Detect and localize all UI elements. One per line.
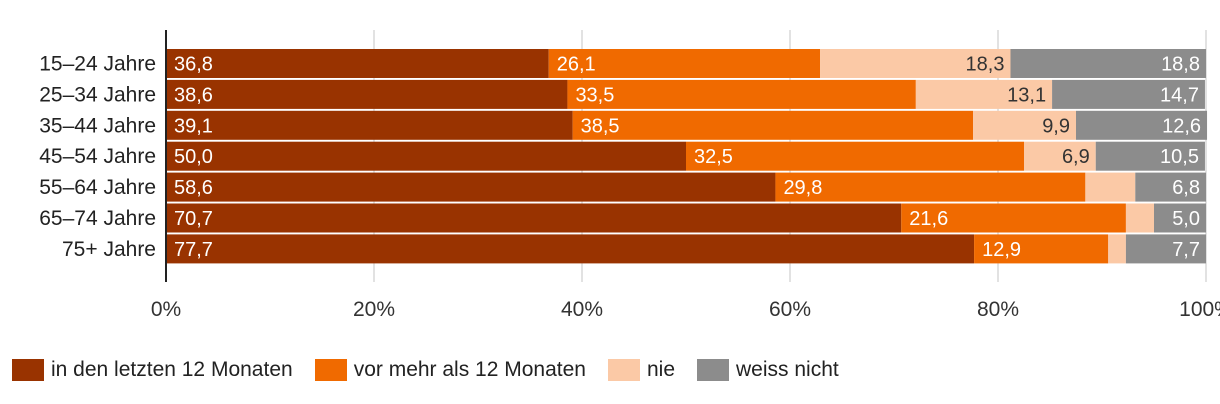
legend-label: vor mehr als 12 Monaten (353, 358, 586, 381)
bar-segment (915, 79, 1053, 109)
data-label: 10,5 (1160, 146, 1199, 168)
x-tick-labels: 0% 20% 40% 60% 80% 100% (151, 298, 1220, 321)
bar-segment (820, 49, 1011, 78)
category-label: 45–54 Jahre (39, 145, 156, 168)
x-tick-label: 100% (1179, 298, 1220, 321)
data-label: 6,8 (1172, 177, 1200, 199)
bar-segment (775, 172, 1086, 202)
bar-segment (166, 49, 549, 78)
bar-segment (1095, 141, 1205, 171)
data-label: 9,9 (1042, 115, 1070, 137)
row-65-74: 70,7 21,6 5,0 (166, 203, 1206, 233)
data-label: 5,0 (1172, 208, 1200, 230)
stacked-bar-chart: 36,8 26,1 18,3 18,8 38,6 33,5 13,1 14,7 39,1 38,5… (39, 30, 1220, 321)
data-label: 36,8 (174, 54, 213, 76)
data-label: 58,6 (174, 177, 213, 199)
data-label: 32,5 (694, 146, 733, 168)
data-label: 6,9 (1062, 146, 1090, 168)
data-label: 50,0 (174, 146, 213, 168)
bar-segment (1052, 79, 1205, 109)
legend-swatch (697, 359, 730, 381)
category-label: 55–64 Jahre (39, 176, 156, 199)
data-label: 12,6 (1162, 115, 1201, 137)
bar-segment (901, 203, 1126, 233)
data-label: 14,7 (1160, 84, 1199, 106)
x-tick-label: 80% (977, 298, 1019, 321)
bar-segment (974, 234, 1109, 264)
data-label: 38,5 (581, 115, 620, 137)
row-45-54: 50,0 32,5 6,9 10,5 (166, 141, 1205, 171)
bar-segment (567, 79, 916, 109)
row-35-44: 39,1 38,5 9,9 12,6 (166, 110, 1208, 140)
bars: 36,8 26,1 18,3 18,8 38,6 33,5 13,1 14,7 39,1 38,5… (166, 49, 1208, 264)
data-label: 33,5 (575, 84, 614, 106)
bar-segment (1135, 172, 1206, 202)
bar-segment (1108, 234, 1126, 264)
legend-item-dontknow: weiss nicht (697, 358, 839, 382)
bar-segment (166, 141, 686, 171)
bar-segment (686, 141, 1024, 171)
legend-label: in den letzten 12 Monaten (51, 358, 293, 381)
legend-item-recent: in den letzten 12 Monaten (12, 358, 293, 382)
category-label: 25–34 Jahre (39, 83, 156, 106)
bar-segment (1125, 203, 1154, 233)
bar-segment (1125, 234, 1206, 264)
row-25-34: 38,6 33,5 13,1 14,7 (166, 79, 1205, 109)
legend-swatch (607, 359, 640, 381)
data-label: 39,1 (174, 115, 213, 137)
data-label: 70,7 (174, 208, 213, 230)
bar-segment (166, 172, 776, 202)
data-label: 7,7 (1172, 239, 1200, 261)
bar-segment (1154, 203, 1206, 233)
category-label: 65–74 Jahre (39, 207, 156, 230)
category-labels: 15–24 Jahre 25–34 Jahre 35–44 Jahre 45–54 J… (39, 53, 156, 261)
category-label: 75+ Jahre (62, 238, 156, 261)
x-tick-label: 0% (151, 298, 181, 321)
row-55-64: 58,6 29,8 6,8 (166, 172, 1206, 202)
legend-label: nie (646, 358, 676, 381)
bar-segment (1076, 110, 1208, 140)
x-tick-label: 60% (769, 298, 811, 321)
bar-segment (1010, 49, 1206, 78)
legend-item-older: vor mehr als 12 Monaten (314, 358, 586, 382)
row-75plus: 77,7 12,9 7,7 (166, 234, 1206, 264)
category-label: 35–44 Jahre (39, 114, 156, 137)
data-label: 13,1 (1007, 84, 1046, 106)
data-label: 18,8 (1161, 54, 1200, 76)
data-label: 38,6 (174, 84, 213, 106)
data-label: 12,9 (982, 239, 1021, 261)
bar-segment (572, 110, 974, 140)
bar-segment (1024, 141, 1096, 171)
bar-segment (166, 110, 573, 140)
legend: in den letzten 12 Monaten vor mehr als 1… (12, 358, 861, 382)
data-label: 26,1 (557, 54, 596, 76)
data-label: 29,8 (783, 177, 822, 199)
data-label: 21,6 (909, 208, 948, 230)
bar-segment (1085, 172, 1136, 202)
legend-swatch (12, 359, 44, 381)
bar-segment (548, 49, 821, 78)
x-tick-label: 20% (353, 298, 395, 321)
bar-segment (166, 203, 902, 233)
legend-label: weiss nicht (736, 358, 839, 381)
legend-item-never: nie (607, 358, 676, 382)
legend-swatch (314, 359, 347, 381)
row-15-24: 36,8 26,1 18,3 18,8 (166, 49, 1206, 78)
x-tick-label: 40% (561, 298, 603, 321)
bar-segment (166, 234, 975, 264)
data-label: 18,3 (966, 54, 1005, 76)
bar-segment (166, 79, 568, 109)
bar-segment (973, 110, 1076, 140)
data-label: 77,7 (174, 239, 213, 261)
category-label: 15–24 Jahre (39, 53, 156, 76)
